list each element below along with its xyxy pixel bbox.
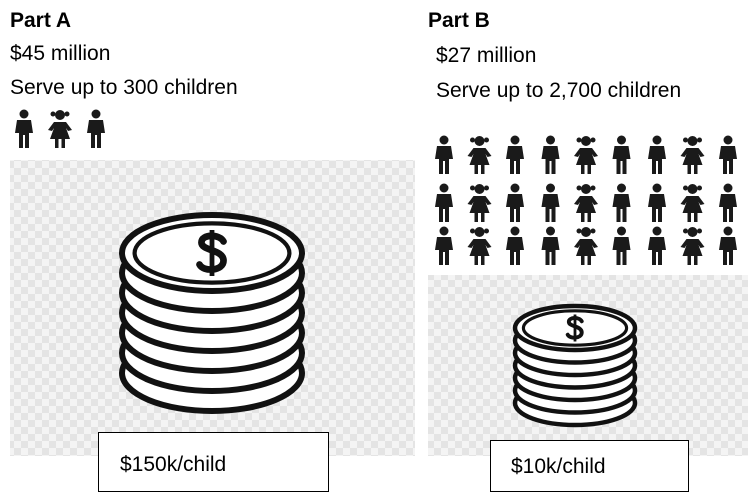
child-icon	[467, 136, 492, 174]
child-icon	[467, 184, 492, 222]
child-icon	[648, 183, 666, 222]
child-icon	[435, 183, 453, 222]
child-icon	[719, 183, 737, 222]
part-a-label-box	[98, 432, 329, 492]
child-icon	[48, 110, 72, 148]
child-icon	[87, 109, 105, 148]
child-icon	[648, 226, 666, 265]
part-a-per-child: $150k/child	[120, 453, 227, 476]
part-a-reach: Serve up to 300 children	[10, 76, 238, 99]
part-b-cost: $27 million	[436, 44, 537, 67]
child-icon	[612, 135, 631, 174]
child-icon	[541, 135, 560, 174]
child-icon	[15, 109, 33, 148]
part-b-title: Part B	[428, 9, 490, 32]
child-icon	[719, 226, 737, 265]
child-icon	[435, 135, 453, 174]
child-icon	[574, 227, 598, 265]
part-b-per-child: $10k/child	[511, 455, 606, 478]
child-icon	[467, 227, 492, 265]
icons	[15, 109, 737, 428]
child-icon	[612, 226, 631, 265]
child-icon	[612, 183, 631, 222]
child-icon	[435, 226, 453, 265]
child-icon	[719, 135, 737, 174]
part-a-cost: $45 million	[10, 42, 111, 65]
part-b-reach: Serve up to 2,700 children	[436, 79, 682, 102]
child-icon	[541, 226, 560, 265]
child-icon	[506, 226, 524, 265]
child-icon	[648, 135, 666, 174]
child-icon	[506, 135, 524, 174]
child-icon	[574, 184, 598, 222]
child-icon	[680, 184, 705, 222]
child-icon	[541, 183, 560, 222]
child-icon	[680, 227, 705, 265]
child-icon	[680, 136, 705, 174]
child-icon	[506, 183, 524, 222]
part-b-label-box	[490, 440, 689, 492]
part-a-title: Part A	[10, 9, 72, 32]
child-icon	[574, 136, 598, 174]
